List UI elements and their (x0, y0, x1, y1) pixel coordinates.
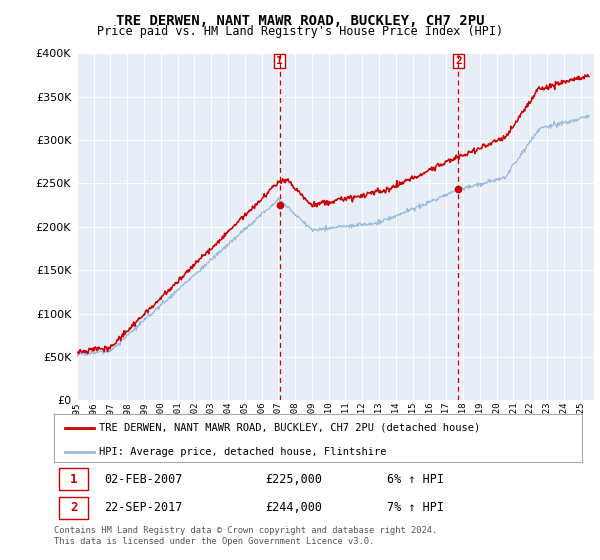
Text: 7% ↑ HPI: 7% ↑ HPI (386, 501, 443, 514)
Text: 1: 1 (70, 473, 77, 486)
Text: Contains HM Land Registry data © Crown copyright and database right 2024.
This d: Contains HM Land Registry data © Crown c… (54, 526, 437, 546)
Text: 22-SEP-2017: 22-SEP-2017 (104, 501, 182, 514)
Text: Price paid vs. HM Land Registry's House Price Index (HPI): Price paid vs. HM Land Registry's House … (97, 25, 503, 38)
Text: TRE DERWEN, NANT MAWR ROAD, BUCKLEY, CH7 2PU: TRE DERWEN, NANT MAWR ROAD, BUCKLEY, CH7… (116, 14, 484, 28)
Text: TRE DERWEN, NANT MAWR ROAD, BUCKLEY, CH7 2PU (detached house): TRE DERWEN, NANT MAWR ROAD, BUCKLEY, CH7… (99, 423, 480, 433)
Text: HPI: Average price, detached house, Flintshire: HPI: Average price, detached house, Flin… (99, 446, 386, 456)
FancyBboxPatch shape (59, 497, 88, 519)
Text: £225,000: £225,000 (265, 473, 322, 486)
Text: 1: 1 (277, 56, 283, 66)
Text: 02-FEB-2007: 02-FEB-2007 (104, 473, 182, 486)
Text: 6% ↑ HPI: 6% ↑ HPI (386, 473, 443, 486)
FancyBboxPatch shape (59, 468, 88, 491)
Text: £244,000: £244,000 (265, 501, 322, 514)
Text: 2: 2 (70, 501, 77, 514)
Text: 2: 2 (455, 56, 462, 66)
